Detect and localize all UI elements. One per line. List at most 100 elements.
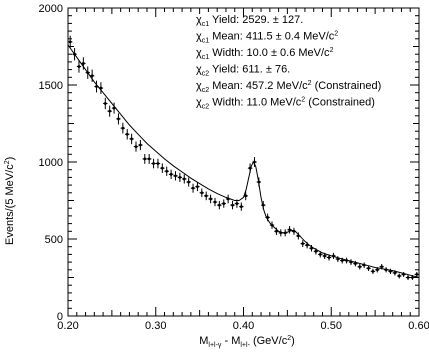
data-point xyxy=(304,241,310,249)
data-point xyxy=(142,153,147,164)
data-point xyxy=(326,254,332,261)
fit-result-line: χc2 Width: 11.0 MeV/c2 (Constrained) xyxy=(196,97,375,111)
data-point xyxy=(155,158,161,169)
data-point xyxy=(353,260,358,267)
data-point xyxy=(146,153,152,164)
data-point xyxy=(76,60,82,73)
data-point xyxy=(94,80,99,93)
data-point xyxy=(212,197,218,207)
data-point xyxy=(195,182,200,192)
data-point xyxy=(103,97,108,110)
data-point xyxy=(361,262,367,268)
y-tick-label: 1500 xyxy=(39,80,63,92)
data-point xyxy=(348,259,354,266)
data-point xyxy=(300,240,305,248)
data-points xyxy=(67,35,420,280)
x-tick-label: 0.50 xyxy=(321,320,342,332)
data-point xyxy=(265,213,270,222)
fit-result-line: χc2 Yield: 611. ± 76. xyxy=(196,64,290,78)
data-point xyxy=(111,102,117,114)
y-tick-labels: 0 500 1000 1500 2000 xyxy=(39,3,63,323)
data-point xyxy=(291,227,297,235)
data-point xyxy=(335,256,341,262)
y-tick-label: 2000 xyxy=(39,3,63,15)
data-point xyxy=(340,257,345,264)
x-tick-label: 0.60 xyxy=(408,320,429,332)
data-point xyxy=(370,268,376,274)
y-tick-label: 1000 xyxy=(39,157,63,169)
data-point xyxy=(173,171,178,181)
data-point xyxy=(234,199,240,208)
data-point xyxy=(89,69,95,82)
data-point xyxy=(278,229,283,237)
data-point xyxy=(309,245,314,252)
data-point xyxy=(199,188,205,198)
data-point xyxy=(313,248,319,255)
fit-results-legend: χc1 Yield: 2529. ± 127. χc1 Mean: 411.5 ±… xyxy=(196,14,381,111)
data-point xyxy=(186,177,191,187)
data-point xyxy=(274,227,279,235)
data-point xyxy=(67,35,73,49)
data-point xyxy=(357,263,362,270)
data-point xyxy=(322,252,327,260)
axis-ticks xyxy=(67,7,420,317)
y-axis-label: Events/(5 MeV/c2) xyxy=(4,157,16,245)
data-point xyxy=(225,194,231,204)
data-point xyxy=(269,221,275,229)
data-point xyxy=(366,265,371,272)
data-point xyxy=(138,139,143,151)
data-point xyxy=(401,271,406,277)
data-point xyxy=(208,194,213,204)
fit-result-line: χc1 Width: 10.0 ± 0.6 MeV/c2 xyxy=(196,47,334,61)
data-point xyxy=(397,273,402,279)
data-point xyxy=(344,257,349,264)
x-tick-label: 0.40 xyxy=(233,320,254,332)
data-point xyxy=(252,157,257,167)
data-point xyxy=(230,200,235,210)
x-tick-label: 0.20 xyxy=(57,320,78,332)
data-point xyxy=(318,251,323,258)
x-tick-label: 0.30 xyxy=(145,320,166,332)
data-point xyxy=(383,267,389,273)
data-point xyxy=(151,158,156,169)
x-axis-label: Ml+l-γ - Ml+l- (GeV/c2) xyxy=(199,335,295,349)
data-point xyxy=(243,191,248,201)
data-point xyxy=(405,275,411,280)
x-tick-labels: 0.20 0.30 0.40 0.50 0.60 xyxy=(57,320,429,332)
data-point xyxy=(282,229,288,237)
data-point xyxy=(414,271,420,277)
data-point xyxy=(129,133,134,145)
data-point xyxy=(217,200,222,210)
data-point xyxy=(182,174,187,184)
data-point xyxy=(375,267,380,273)
data-point xyxy=(81,57,86,70)
data-point xyxy=(98,82,104,94)
data-point xyxy=(256,177,262,187)
fit-result-line: χc1 Yield: 2529. ± 127. xyxy=(196,14,303,28)
data-point xyxy=(247,163,253,173)
data-point xyxy=(388,268,393,274)
fit-result-line: χc1 Mean: 411.5 ± 0.4 MeV/c2 xyxy=(196,31,338,45)
data-point xyxy=(116,113,121,125)
data-point xyxy=(168,169,174,179)
data-point xyxy=(410,275,415,280)
data-point xyxy=(379,263,384,270)
data-point xyxy=(221,199,226,208)
data-point xyxy=(331,252,336,260)
data-point xyxy=(120,122,126,134)
data-point xyxy=(72,48,77,61)
data-point xyxy=(287,226,292,234)
data-point xyxy=(160,163,165,173)
data-point xyxy=(239,202,244,211)
data-point xyxy=(190,183,196,193)
data-point xyxy=(392,270,398,276)
data-point xyxy=(296,232,301,240)
y-tick-label: 500 xyxy=(45,234,63,246)
data-point xyxy=(125,129,130,140)
data-point xyxy=(177,172,183,183)
data-point xyxy=(204,191,209,201)
data-point xyxy=(107,105,112,117)
data-point xyxy=(164,166,169,176)
data-point xyxy=(133,141,139,152)
